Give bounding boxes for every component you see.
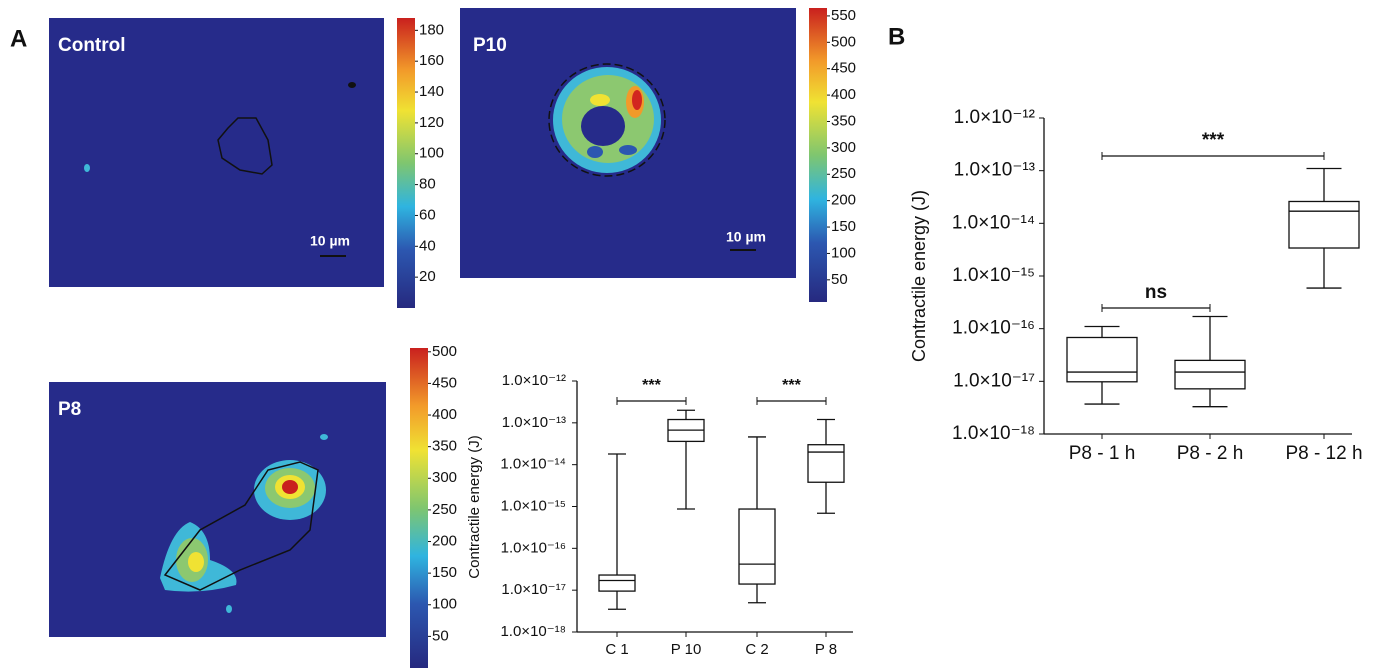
colorbar (397, 18, 415, 308)
image-title: P10 (473, 35, 507, 56)
colorbar-tick-label: 400 (432, 406, 457, 423)
y-tick-label: 1.0×10⁻¹⁶ (952, 318, 1035, 339)
y-tick-label: 1.0×10⁻¹⁵ (952, 265, 1035, 286)
colorbar-tick-label: 150 (831, 218, 856, 235)
image-title: P8 (58, 399, 81, 420)
colorbar (809, 8, 827, 302)
box (598, 574, 636, 592)
y-axis-label: Contractile energy (J) (466, 435, 483, 578)
colorbar-tick-label: 160 (419, 52, 444, 69)
y-tick-label: 1.0×10⁻¹⁵ (501, 497, 566, 514)
colorbar-tick-label: 500 (432, 343, 457, 360)
x-tick-label: P 10 (671, 641, 702, 658)
y-tick-label: 1.0×10⁻¹⁷ (953, 370, 1035, 391)
colorbar-tick-label: 350 (831, 112, 856, 129)
scale-bar-label: 10 µm (726, 229, 766, 245)
colorbar-tick-label: 80 (419, 176, 436, 193)
x-tick-label: C 2 (745, 641, 768, 658)
significance-label: ns (1145, 282, 1167, 303)
significance-label: *** (642, 377, 661, 394)
box (807, 444, 845, 483)
colorbar-tick-label: 50 (432, 627, 449, 644)
colorbar-tick-label: 50 (831, 271, 848, 288)
force-region (188, 552, 204, 572)
image-title: Control (58, 35, 126, 56)
colorbar-tick-label: 20 (419, 268, 436, 285)
spot (84, 164, 90, 172)
colorbar-tick-label: 500 (831, 33, 856, 50)
y-tick-label: 1.0×10⁻¹⁸ (952, 423, 1035, 444)
significance-label: *** (1202, 130, 1225, 151)
colorbar-tick-label: 400 (831, 86, 856, 103)
y-tick-label: 1.0×10⁻¹⁸ (500, 623, 566, 640)
y-tick-label: 1.0×10⁻¹³ (954, 160, 1035, 181)
box (738, 508, 776, 585)
colorbar-tick-label: 250 (831, 165, 856, 182)
box (1174, 359, 1246, 390)
colorbar-tick-label: 450 (432, 374, 457, 391)
x-tick-label: P8 - 12 h (1285, 443, 1362, 464)
colorbar-tick-label: 550 (831, 7, 856, 24)
force-region (632, 90, 642, 110)
colorbar-tick-label: 450 (831, 60, 856, 77)
heatmap-image (49, 18, 384, 287)
y-tick-label: 1.0×10⁻¹⁴ (500, 456, 566, 473)
colorbar-tick-label: 140 (419, 83, 444, 100)
panel-label: A (10, 25, 27, 52)
y-tick-label: 1.0×10⁻¹⁶ (501, 539, 566, 556)
colorbar-tick-label: 300 (432, 469, 457, 486)
colorbar-tick-label: 100 (419, 145, 444, 162)
cell-outline (217, 117, 273, 175)
y-tick-label: 1.0×10⁻¹⁴ (952, 212, 1035, 233)
colorbar-tick-label: 60 (419, 206, 436, 223)
colorbar-tick-label: 180 (419, 21, 444, 38)
scale-bar-label: 10 µm (310, 233, 350, 249)
cell-outline (548, 63, 666, 177)
colorbar-tick-label: 200 (831, 192, 856, 209)
image-background (49, 382, 386, 637)
force-region (619, 145, 637, 155)
spot (226, 605, 232, 613)
x-tick-label: P8 - 1 h (1069, 443, 1136, 464)
colorbar-tick-label: 250 (432, 501, 457, 518)
colorbar-tick-label: 120 (419, 114, 444, 131)
colorbar-tick-label: 100 (831, 244, 856, 261)
significance-label: *** (782, 377, 801, 394)
colorbar-tick-label: 150 (432, 564, 457, 581)
colorbar-tick-label: 200 (432, 532, 457, 549)
y-tick-label: 1.0×10⁻¹³ (502, 414, 566, 431)
x-tick-label: P8 - 2 h (1177, 443, 1244, 464)
heatmap-image (460, 8, 796, 278)
image-background (49, 18, 384, 287)
y-tick-label: 1.0×10⁻¹² (502, 372, 566, 389)
force-region (587, 146, 603, 158)
colorbar-tick-label: 100 (432, 596, 457, 613)
x-tick-label: P 8 (815, 641, 837, 658)
cell-outline (163, 461, 319, 591)
colorbar-tick-label: 40 (419, 237, 436, 254)
colorbar-tick-label: 350 (432, 438, 457, 455)
y-tick-label: 1.0×10⁻¹² (954, 107, 1035, 128)
force-region (590, 94, 610, 106)
y-axis-label: Contractile energy (J) (909, 190, 929, 362)
colorbar (410, 348, 428, 668)
x-tick-label: C 1 (605, 641, 628, 658)
y-tick-label: 1.0×10⁻¹⁷ (501, 581, 566, 598)
colorbar-tick-label: 300 (831, 139, 856, 156)
spot (320, 434, 328, 440)
panel-label: B (888, 23, 905, 50)
force-region (581, 106, 625, 146)
force-region (282, 480, 298, 494)
heatmap-image (49, 382, 386, 637)
spot (348, 82, 356, 88)
box (1288, 200, 1360, 249)
box (1066, 336, 1138, 383)
